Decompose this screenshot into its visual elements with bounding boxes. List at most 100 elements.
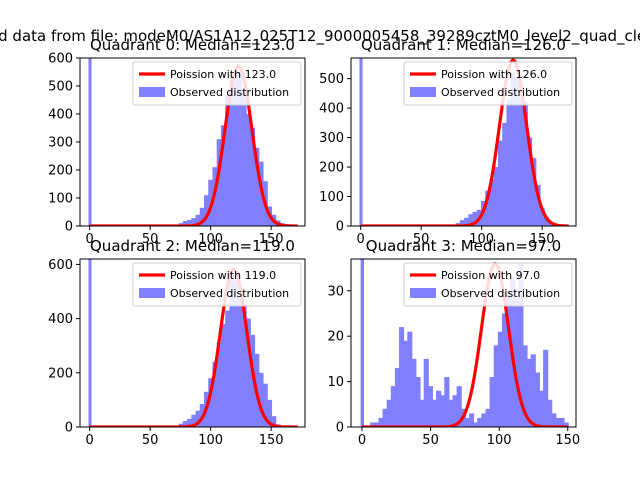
axes-frame [79, 258, 306, 428]
legend-poisson-label: Poission with 126.0 [441, 68, 547, 81]
x-tick-label: 0 [357, 232, 365, 247]
histogram-bar [419, 399, 425, 427]
legend-poisson-label: Poission with 123.0 [170, 68, 276, 81]
x-tick-label: 100 [469, 232, 494, 247]
x-tick-label: 0 [86, 433, 94, 448]
histogram-bar [526, 358, 532, 427]
histogram-bar [386, 399, 392, 427]
histogram-bar [543, 349, 549, 427]
histogram-bar [216, 343, 222, 427]
poisson-curve [89, 64, 299, 226]
histogram-bar [225, 94, 230, 226]
x-tick-label: 50 [142, 433, 159, 448]
y-tick-label: 500 [48, 80, 73, 95]
histogram-bar [390, 386, 396, 427]
subplot-1: 0 50 100 150 0 100 200 300 400 500 Quadrant 1: Med… [319, 36, 577, 247]
histogram-bar [523, 102, 528, 226]
histogram-bar [374, 422, 380, 427]
legend-observed-swatch [410, 87, 436, 97]
histogram-bar [506, 99, 511, 226]
histogram-bar [250, 128, 256, 226]
histogram-bar [212, 361, 217, 427]
histogram-bar [530, 354, 536, 427]
histogram-bar [233, 69, 239, 226]
histogram-bar [519, 84, 524, 226]
histogram-bar [431, 399, 438, 427]
histogram-bar [423, 358, 429, 427]
histogram-bar [531, 158, 537, 226]
histogram-bar [540, 208, 545, 226]
histogram-bar [208, 378, 213, 427]
histogram-bar [481, 413, 487, 427]
histogram-bar [506, 290, 512, 427]
histogram-bar [254, 147, 260, 226]
histogram-bar [544, 217, 550, 226]
x-tick-label: 0 [86, 232, 94, 247]
histogram-bar [378, 417, 384, 427]
histogram-bar [536, 184, 541, 226]
legend-box [403, 61, 573, 106]
histogram-bar [497, 140, 503, 226]
y-tick-label: 0 [336, 220, 344, 235]
x-tick-label: 0 [358, 433, 366, 448]
histogram-bar [518, 263, 524, 427]
legend-poisson-label: Poission with 97.0 [441, 269, 540, 282]
subplot-title: Quadrant 0: Median=123.0 [90, 36, 295, 54]
histogram-bar [497, 331, 503, 427]
histogram-bar [182, 421, 188, 427]
histogram-bar [271, 416, 277, 427]
subplot-3: 0 50 100 150 0 10 20 30 Quadrant 3: Median=97.0 P… [327, 237, 580, 448]
histogram-bar [440, 395, 446, 427]
histogram-bar [468, 413, 475, 427]
plot-content [360, 259, 569, 427]
histogram-bar [229, 275, 234, 427]
histogram-bar [436, 390, 442, 427]
histogram-bar [485, 190, 490, 226]
poisson-curve [361, 261, 568, 427]
histogram-bar [538, 390, 545, 427]
plot-content [88, 259, 299, 427]
histogram-bar [448, 399, 454, 427]
histogram-bar [199, 207, 205, 226]
histogram-bar [242, 91, 247, 226]
histogram-bar [502, 122, 507, 226]
histogram-bar [394, 367, 401, 427]
legend-observed-swatch [139, 288, 165, 298]
x-tick-label: 50 [413, 232, 430, 247]
histogram-bar [522, 345, 528, 427]
histogram-bar [267, 399, 273, 427]
histogram-bar [259, 372, 264, 427]
y-tick-label: 100 [319, 190, 344, 205]
histogram-bar [246, 318, 251, 427]
legend-observed-swatch [410, 288, 436, 298]
y-tick-label: 0 [336, 421, 344, 436]
axes-frame [350, 258, 577, 428]
y-tick-label: 0 [65, 421, 73, 436]
histogram-bar [382, 408, 388, 427]
x-tick-label: 150 [530, 232, 555, 247]
histogram-bar [88, 58, 92, 226]
histogram-bar [407, 331, 413, 427]
legend-box [132, 262, 302, 307]
figure-suptitle: Cleaned data from file: modeM0/AS1A12_02… [0, 27, 640, 46]
histogram-bar [468, 214, 473, 226]
histogram-bar [534, 372, 540, 427]
histogram-bar [464, 217, 469, 226]
x-tick-label: 50 [142, 232, 159, 247]
legend-observed-label: Observed distribution [441, 86, 560, 99]
histogram-bar [88, 259, 92, 427]
histogram-bar [456, 386, 462, 427]
histogram-bar [514, 77, 520, 226]
legend-observed-swatch [139, 87, 165, 97]
histogram-bar [551, 413, 557, 427]
x-tick-label: 150 [259, 232, 284, 247]
x-tick-label: 150 [555, 433, 580, 448]
y-tick-label: 400 [48, 108, 73, 123]
subplot-0: 0 50 100 150 0 100 200 300 400 500 600 Quadrant 0: … [48, 36, 306, 247]
histogram-bar [403, 340, 409, 427]
histogram-bar [233, 280, 239, 427]
legend-poisson-label: Poission with 119.0 [170, 269, 276, 282]
subplot-title: Quadrant 2: Median=119.0 [90, 237, 295, 255]
plot-content [88, 58, 299, 226]
histogram-bar [191, 218, 196, 226]
